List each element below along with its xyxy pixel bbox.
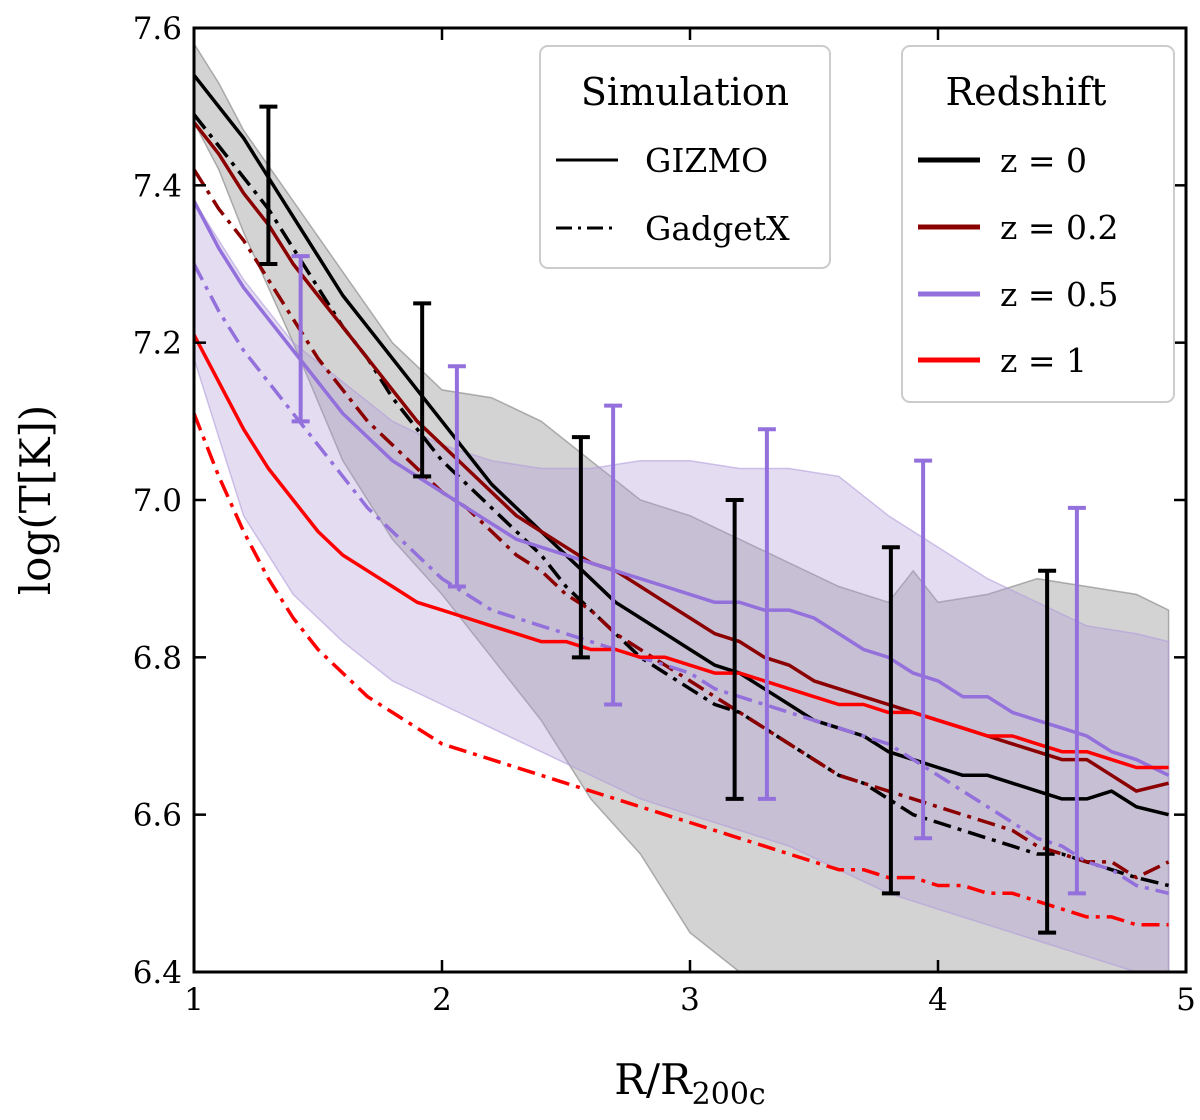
x-tick-label: 5 — [1176, 982, 1196, 1018]
error-bar-1 — [413, 301, 432, 479]
legend-z05-label: z = 0.5 — [1000, 275, 1119, 314]
error-bar-7 — [447, 364, 466, 589]
x-tick-label: 1 — [184, 982, 204, 1018]
y-tick-label: 7.6 — [133, 11, 182, 47]
series-gizmo-z-0-2 — [192, 121, 1170, 793]
legend-gadgetx-label: GadgetX — [645, 209, 790, 248]
series-gizmo-z-0-5 — [192, 200, 1170, 777]
legend-z0-label: z = 0 — [1000, 141, 1087, 180]
legend-redshift-title: Redshift — [946, 70, 1107, 114]
error-bar-3 — [725, 498, 744, 801]
error-bar-4 — [881, 545, 900, 896]
y-tick-label: 7.4 — [133, 168, 182, 204]
x-axis-title-main: R/R — [614, 1055, 693, 1104]
y-axis-title: log(T[K]) — [11, 405, 60, 596]
error-bar-6 — [291, 254, 310, 424]
y-tick-label: 7.2 — [133, 326, 182, 362]
x-tick-label: 4 — [928, 982, 948, 1018]
error-bar-9 — [757, 427, 776, 801]
legend-z1-label: z = 1 — [1000, 341, 1087, 380]
series-gizmo-z-1 — [192, 333, 1169, 770]
error-bar-5 — [1038, 568, 1057, 935]
error-bar-11 — [1067, 505, 1086, 896]
series-gadgetx-z-0-5 — [192, 263, 1170, 896]
series-lines — [192, 74, 1170, 927]
legend-z02-label: z = 0.2 — [1000, 208, 1119, 247]
error-bar-8 — [604, 403, 623, 707]
x-axis-title-subscript: 200c — [692, 1077, 766, 1112]
legend-simulation-box — [539, 45, 831, 269]
y-tick-label: 6.4 — [133, 955, 182, 991]
legend-redshift: Redshift z = 0 z = 0.2 z = 0.5 z = 1 — [901, 45, 1175, 403]
y-tick-label: 7.0 — [133, 483, 182, 519]
error-bar-0 — [259, 104, 278, 266]
error-bar-10 — [914, 458, 933, 841]
legend-simulation-title: Simulation — [581, 70, 789, 114]
x-axis-title: R/R200c — [614, 1055, 765, 1112]
y-tick-label: 6.8 — [133, 640, 182, 676]
error-bars — [259, 104, 1086, 935]
series-gizmo-z-0 — [192, 74, 1170, 817]
axis-ticks: 1 2 3 4 5 6.4 6.6 6.8 7.0 7.2 7.4 7.6 — [133, 11, 1196, 1018]
x-tick-label: 2 — [432, 982, 452, 1018]
x-tick-label: 3 — [680, 982, 700, 1018]
error-bar-2 — [571, 435, 590, 660]
y-tick-label: 6.6 — [133, 798, 182, 834]
legend-redshift-box — [901, 45, 1175, 403]
legend-gizmo-label: GIZMO — [645, 141, 768, 180]
legend-simulation: Simulation GIZMO GadgetX — [539, 45, 831, 269]
